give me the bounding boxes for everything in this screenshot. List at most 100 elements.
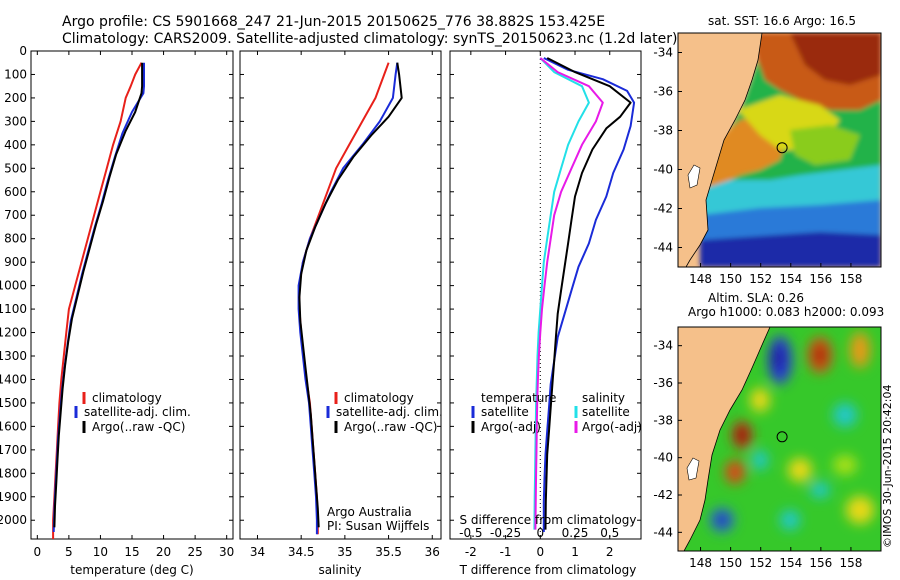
depth-tick-label: 1100 [0,302,27,316]
x-tick-label: 1 [571,545,579,559]
s-difference-tick-label: 0 [536,526,544,540]
sst-map-axes: 148 150 152 154 156 158 -34 -36 -38 -40 -42 -44 [653,46,862,287]
float-position-marker [776,142,788,154]
legend-label-climatology: climatology [92,391,162,405]
legend-label-satellite: satellite-adj. clim. [84,405,191,419]
annotation-argo-australia: Argo Australia [327,505,412,519]
depth-tick-label: 1400 [0,372,27,386]
depth-tick-label: 200 [4,91,27,105]
lon-tick-label: 156 [809,556,832,570]
x-tick-label: 30 [219,545,234,559]
depth-tick-label: 0 [19,44,27,58]
x-tick-label: 25 [187,545,202,559]
series-line-salinity-satellite [533,57,590,530]
difference-legend: temperature salinity satellite Argo(-adj… [471,391,642,434]
salinity-series [297,62,403,535]
lon-tick-label: 150 [719,556,742,570]
legend-label-s-satellite: satellite [582,405,630,419]
float-position-marker [776,431,788,443]
lon-tick-label: 154 [779,272,802,286]
lat-tick-label: -44 [653,241,673,255]
x-tick-label: 2 [606,545,614,559]
depth-tick-label: 800 [4,232,27,246]
lat-tick-label: -36 [653,85,673,99]
salinity-legend: climatology satellite-adj. clim. Argo(..… [326,391,443,533]
lat-tick-label: -42 [653,202,673,216]
depth-tick-label: 900 [4,255,27,269]
series-line-argo-raw-qc- [53,62,144,528]
x-tick-label: 36 [425,545,440,559]
lon-tick-label: 158 [839,272,862,286]
x-tick-label: 15 [124,545,139,559]
depth-tick-label: 300 [4,114,27,128]
depth-tick-label: 600 [4,185,27,199]
lon-tick-label: 152 [749,272,772,286]
x-tick-label: -1 [500,545,512,559]
lon-tick-label: 156 [809,272,832,286]
series-line-salinity-argo-adj- [534,57,604,530]
lon-tick-label: 148 [689,556,712,570]
temperature-legend: climatology satellite-adj. clim. Argo(..… [74,391,191,434]
x-tick-label: 0 [33,545,41,559]
legend-label-t-satellite: satellite [481,405,529,419]
depth-tick-label: 1800 [0,466,27,480]
depth-tick-label: 700 [4,208,27,222]
lat-tick-label: -42 [653,488,673,502]
salinity-xlabel: salinity [318,563,361,577]
difference-series [533,57,636,532]
sla-map-title-1: Altim. SLA: 0.26 [708,291,804,305]
sst-field [700,33,881,267]
lon-tick-label: 152 [749,556,772,570]
series-line-satellite-adj-clim- [52,62,145,533]
depth-tick-label: 1600 [0,419,27,433]
x-tick-label: 20 [156,545,171,559]
lat-tick-label: -44 [653,525,673,539]
s-difference-tick-label: -0.5 [459,526,482,540]
lat-tick-label: -38 [653,413,673,427]
temperature-series [52,62,145,539]
x-tick-label: 5 [65,545,73,559]
depth-tick-label: 1500 [0,396,27,410]
x-tick-label: -2 [465,545,477,559]
s-difference-tick-label: 0.25 [562,526,589,540]
depth-tick-label: 1200 [0,326,27,340]
lon-tick-label: 158 [839,556,862,570]
x-tick-label: 35 [337,545,352,559]
s-difference-tick-label: -0.25 [490,526,521,540]
temperature-x-axis: 0 5 10 15 20 25 30 [33,51,234,559]
s-difference-tick-label: 0.5 [600,526,619,540]
sla-map: Altim. SLA: 0.26 Argo h1000: 0.083 h2000… [653,291,884,570]
coastline [678,33,762,267]
sst-map-title: sat. SST: 16.6 Argo: 16.5 [708,14,856,28]
sla-map-title-2: Argo h1000: 0.083 h2000: 0.093 [688,305,884,319]
depth-tick-label: 1900 [0,490,27,504]
legend-title-salinity: salinity [582,391,625,405]
series-line-climatology [52,62,143,539]
legend-label-climatology: climatology [344,391,414,405]
x-tick-label: 34.5 [288,545,315,559]
sla-map-axes: 148 150 152 154 156 158 -34 -36 -38 -40 -42 -44 [653,339,862,570]
legend-label-satellite: satellite-adj. clim. [336,405,443,419]
depth-tick-label: 1300 [0,349,27,363]
annotation-pi: PI: Susan Wijffels [327,519,429,533]
x-tick-label: 10 [93,545,108,559]
legend-label-argo: Argo(..raw -QC) [344,420,437,434]
depth-tick-label: 500 [4,161,27,175]
temperature-panel-frame [30,50,234,540]
series-line-temperature-satellite [542,57,636,532]
lat-tick-label: -40 [653,451,673,465]
legend-label-t-argo: Argo(-adj) [481,420,541,434]
depth-tick-label: 100 [4,67,27,81]
depth-tick-label: 400 [4,138,27,152]
coastline [678,327,770,551]
imos-credit: ©IMOS 30-Jun-2015 20:42:04 [881,384,894,548]
legend-label-argo: Argo(..raw -QC) [92,420,185,434]
series-line-argo-raw-qc- [298,62,403,528]
lon-tick-label: 148 [689,272,712,286]
depth-tick-label: 1000 [0,279,27,293]
sla-map-frame [677,326,882,552]
sst-map-frame [677,32,882,268]
series-line-satellite-adj-clim- [297,62,399,535]
lat-tick-label: -34 [653,46,673,60]
